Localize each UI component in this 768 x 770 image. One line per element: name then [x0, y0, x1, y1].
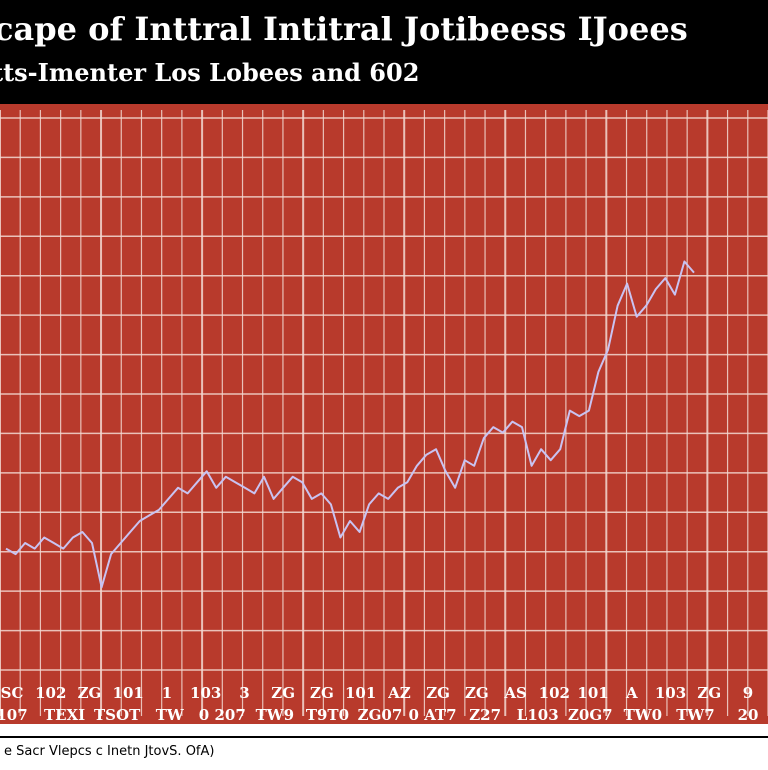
x-tick-label: AZ — [387, 684, 411, 702]
x-tick-label: 107 — [0, 706, 28, 724]
x-tick-label: 3 — [239, 684, 249, 702]
x-tick-label: TW — [156, 706, 185, 724]
x-tick-label: ZG — [426, 684, 450, 702]
footer-note: e Sacr Vlepcs c Inetn JtovS. OfA) — [4, 744, 215, 759]
x-tick-label: 101 — [345, 684, 376, 702]
x-tick-label: 0 AT7 — [409, 706, 457, 724]
x-tick-label: 103 — [190, 684, 221, 702]
x-tick-label: ZG — [310, 684, 334, 702]
x-tick-label: 101 — [577, 684, 608, 702]
x-tick-label: 9 — [743, 684, 753, 702]
chart-header: cape of Inttral Intitral Jotibeess IJoee… — [0, 0, 768, 104]
x-tick-label: TEXI — [44, 706, 85, 724]
x-tick-label: 101 — [113, 684, 144, 702]
x-tick-label: 1 — [162, 684, 172, 702]
x-tick-label: ZG07 — [358, 706, 403, 724]
x-tick-label: Z27 — [469, 706, 501, 724]
x-tick-label: ZG — [697, 684, 721, 702]
x-tick-label: TW0 — [624, 706, 662, 724]
x-tick-label: TW7 — [676, 706, 714, 724]
x-tick-label: 102 — [35, 684, 66, 702]
chart-subtitle: tts-Imenter Los Lobees and 602 — [0, 58, 420, 87]
x-tick-label: 102 — [539, 684, 570, 702]
x-tick-label: ZG — [465, 684, 489, 702]
x-tick-label: TSOT — [94, 706, 141, 724]
x-tick-label: TW9 — [256, 706, 294, 724]
x-tick-label: ZG — [271, 684, 295, 702]
x-tick-label: A — [625, 684, 638, 702]
x-tick-label: SC — [1, 684, 24, 702]
x-tick-label: Z0G7 — [568, 706, 613, 724]
line-chart: SC 102 ZG 101 1 103 3 ZG ZG 101 AZ ZG ZG AS 102 101 A 103… — [0, 110, 768, 724]
x-tick-label: T9T0 — [306, 706, 349, 724]
x-tick-label: 0 207 — [199, 706, 246, 724]
series-line — [5, 260, 695, 589]
x-tick-label: L103 — [517, 706, 559, 724]
chart-footer: e Sacr Vlepcs c Inetn JtovS. OfA) — [0, 736, 768, 770]
x-tick-label: 103 — [655, 684, 686, 702]
x-tick-label: AS — [503, 684, 526, 702]
plot-area: SC 102 ZG 101 1 103 3 ZG ZG 101 AZ ZG ZG AS 102 101 A 103… — [0, 104, 768, 724]
x-tick-label: ZG — [78, 684, 102, 702]
chart-title: cape of Inttral Intitral Jotibeess IJoee… — [0, 10, 688, 48]
x-tick-label: 20 — [738, 706, 759, 724]
